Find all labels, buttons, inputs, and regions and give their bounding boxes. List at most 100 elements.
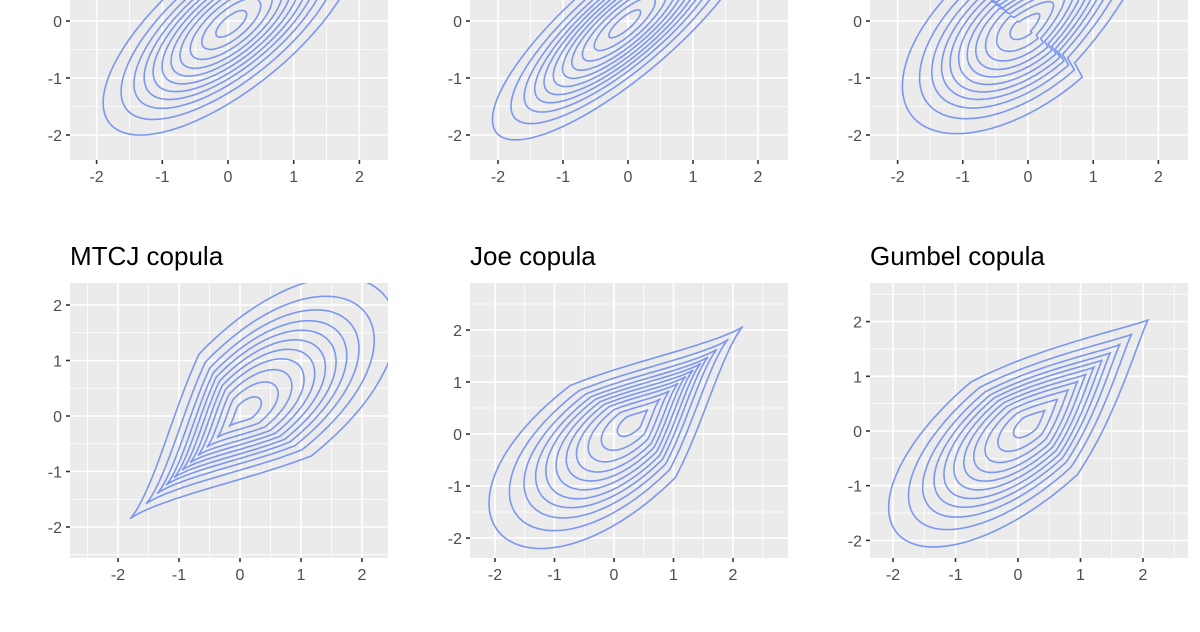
x-tick-label: 1: [689, 169, 698, 186]
y-tick-label: 2: [853, 315, 862, 332]
panel-top-1: -2 -1 0 1 2 0 -1 -2: [48, 0, 388, 186]
panel-title: Gumbel copula: [870, 241, 1045, 271]
y-tick-label: -1: [448, 71, 462, 88]
x-tick-label: -1: [172, 567, 186, 584]
y-tick-label: 2: [453, 323, 462, 340]
x-tick-label: -2: [111, 567, 125, 584]
gridlines: [70, 283, 388, 558]
contour-line: [156, 309, 360, 495]
y-tick-label: -1: [448, 479, 462, 496]
y-tick-label: 2: [53, 298, 62, 315]
contour-line: [189, 0, 274, 61]
panel-mtcj-copula: -2 -1 0 1 2 -2 -1 0 1 2 MTCJ copula: [48, 241, 388, 584]
contour-line: [966, 0, 1080, 78]
x-tick-label: 1: [1089, 169, 1098, 186]
contour-line: [1009, 12, 1041, 41]
x-tick-label: 2: [355, 169, 364, 186]
contour-line: [973, 380, 1080, 474]
y-tick-label: 0: [53, 409, 62, 426]
contour-line: [608, 9, 642, 39]
contour-line: [161, 0, 297, 85]
contour-line: [600, 398, 662, 452]
y-tick-label: 0: [453, 427, 462, 444]
contour-line: [534, 356, 709, 509]
x-tick-label: -1: [956, 169, 970, 186]
contour-line: [189, 348, 316, 464]
contour-line: [143, 0, 310, 101]
gridlines: [870, 283, 1188, 558]
y-tick-label: 1: [853, 369, 862, 386]
x-tick-label: 2: [358, 567, 367, 584]
x-tick-label: 0: [1024, 169, 1033, 186]
contour-lines: [887, 319, 1150, 548]
contour-line: [543, 0, 692, 96]
x-tick-label: -2: [89, 169, 103, 186]
x-tick-label: -2: [488, 567, 502, 584]
panel-title: MTCJ copula: [70, 241, 224, 271]
x-tick-label: 1: [1076, 567, 1085, 584]
contour-line: [510, 0, 711, 125]
panel-top-3: -2 -1 0 1 2 0 -1 -2: [848, 0, 1188, 186]
x-tick-label: -1: [556, 169, 570, 186]
contour-lines: [491, 0, 722, 141]
contour-line: [491, 0, 722, 141]
y-tick-label: -2: [848, 533, 862, 550]
contour-line: [957, 0, 1086, 86]
y-tick-label: -2: [48, 520, 62, 537]
contour-line: [984, 389, 1071, 464]
x-tick-label: -2: [890, 169, 904, 186]
panel-joe-copula: -2 -1 0 1 2 -2 -1 0 1 2 Joe copula: [448, 241, 788, 584]
contour-line: [133, 0, 318, 110]
contour-line: [201, 0, 262, 51]
contour-line: [488, 325, 744, 550]
x-tick-label: 2: [1139, 567, 1148, 584]
y-tick-label: -1: [848, 479, 862, 496]
y-tick-label: 0: [53, 14, 62, 31]
plot-background: [870, 0, 1188, 160]
x-tick-label: 2: [1154, 169, 1163, 186]
x-tick-label: -2: [886, 567, 900, 584]
x-tick-label: -1: [155, 169, 169, 186]
plot-background: [870, 283, 1188, 558]
x-tick-label: -2: [491, 169, 505, 186]
panel-top-2: -2 -1 0 1 2 0 -1 -2: [448, 0, 788, 186]
contour-line: [953, 365, 1096, 491]
x-tick-label: 2: [729, 567, 738, 584]
x-tick-label: 0: [224, 169, 233, 186]
contour-line: [616, 408, 649, 438]
contour-line: [523, 0, 703, 113]
contour-line: [215, 9, 248, 38]
contour-line: [962, 373, 1088, 482]
contour-line: [571, 0, 674, 71]
contour-line: [565, 375, 687, 482]
contour-line: [120, 0, 327, 121]
contour-line: [887, 319, 1150, 548]
y-tick-label: 0: [853, 14, 862, 31]
y-tick-label: 1: [453, 375, 462, 392]
contour-lines: [901, 0, 1124, 135]
contour-line: [145, 295, 375, 505]
contour-line: [152, 0, 304, 93]
contour-line: [581, 0, 667, 62]
contour-line: [216, 381, 279, 439]
contour-line: [555, 369, 694, 491]
y-tick-label: -1: [48, 71, 62, 88]
y-tick-label: -1: [848, 71, 862, 88]
y-tick-label: 0: [853, 424, 862, 441]
x-tick-label: 0: [236, 567, 245, 584]
y-tick-label: 1: [53, 354, 62, 371]
contour-line: [984, 0, 1066, 62]
plot-background: [70, 0, 388, 160]
contour-line: [170, 0, 290, 77]
contour-line: [949, 0, 1092, 93]
contour-line: [228, 396, 263, 428]
panel-gumbel-copula: -2 -1 0 1 2 -2 -1 0 1 2 Gumbel copula: [848, 241, 1188, 584]
x-tick-label: -1: [547, 567, 561, 584]
contour-line: [179, 0, 283, 70]
panel-title: Joe copula: [470, 241, 596, 271]
x-tick-label: 2: [754, 169, 763, 186]
contour-line: [173, 329, 337, 479]
contour-line: [197, 357, 305, 457]
contour-line: [931, 0, 1105, 109]
